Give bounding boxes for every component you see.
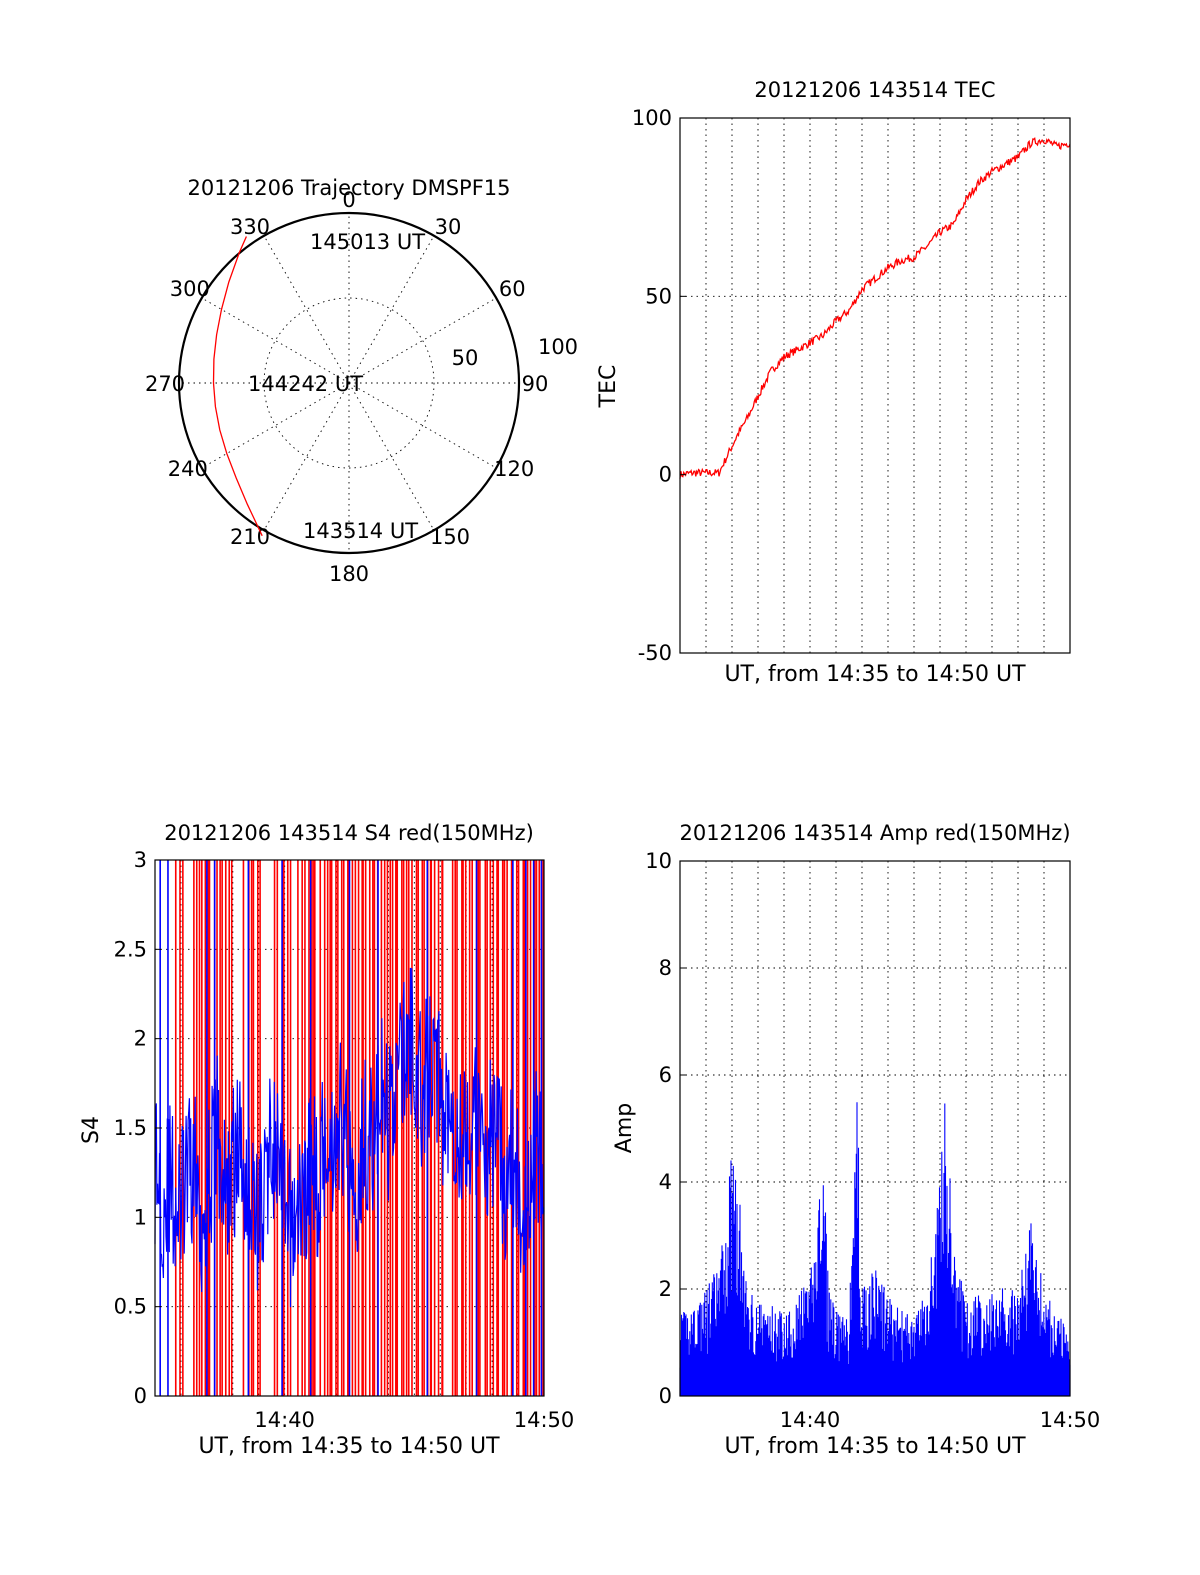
polar-angle-label: 30 bbox=[435, 215, 462, 239]
polar-spoke bbox=[201, 297, 350, 384]
s4-title: 20121206 143514 S4 red(150MHz) bbox=[164, 821, 534, 845]
x-tick-label: 14:40 bbox=[780, 1408, 841, 1432]
polar-outer-circle bbox=[177, 211, 521, 555]
s4-x-axis-label: UT, from 14:35 to 14:50 UT bbox=[198, 1434, 500, 1459]
y-tick-label: 2.5 bbox=[114, 937, 147, 961]
amp-y-axis-label: Amp bbox=[612, 1103, 637, 1153]
amp-base-fill bbox=[680, 1366, 1070, 1396]
y-tick-label: 0 bbox=[134, 1384, 147, 1408]
tec-plot-frame bbox=[679, 117, 1071, 654]
polar-trajectory-panel: 20121206 Trajectory DMSPF15 0 30 60 90 120 15… bbox=[145, 176, 578, 586]
polar-trajectory bbox=[212, 236, 263, 537]
polar-spoke bbox=[263, 382, 350, 531]
y-tick-label: -50 bbox=[638, 641, 672, 665]
polar-angle-label: 150 bbox=[430, 525, 470, 549]
y-tick-label: 1 bbox=[134, 1205, 147, 1229]
y-tick-label: 10 bbox=[645, 849, 672, 873]
polar-title: 20121206 Trajectory DMSPF15 bbox=[187, 176, 510, 200]
polar-angle-label: 330 bbox=[230, 215, 270, 239]
tec-y-ticks: -50 0 50 100 bbox=[632, 106, 686, 665]
x-tick-label: 14:50 bbox=[1040, 1408, 1101, 1432]
amp-title: 20121206 143514 Amp red(150MHz) bbox=[679, 821, 1070, 845]
y-tick-label: 4 bbox=[659, 1170, 672, 1194]
amp-series-spikes bbox=[679, 1102, 1071, 1396]
y-tick-label: 3 bbox=[134, 848, 147, 872]
amp-x-axis-label: UT, from 14:35 to 14:50 UT bbox=[724, 1434, 1026, 1459]
trajectory-end-label: 145013 UT bbox=[310, 230, 425, 254]
polar-spoke bbox=[348, 382, 435, 531]
y-tick-label: 6 bbox=[659, 1063, 672, 1087]
amp-x-ticks: 14:40 14:50 bbox=[780, 1408, 1101, 1432]
trajectory-mid-label: 144242 UT bbox=[248, 372, 363, 396]
s4-red-series bbox=[174, 860, 544, 1396]
polar-angle-label: 210 bbox=[230, 525, 270, 549]
amp-spike-lines bbox=[679, 1102, 1071, 1396]
y-tick-label: 8 bbox=[659, 956, 672, 980]
y-tick-label: 1.5 bbox=[114, 1116, 147, 1140]
polar-angle-label: 120 bbox=[494, 457, 534, 481]
polar-spoke bbox=[348, 235, 435, 384]
s4-y-ticks: 0 0.5 1 1.5 2 2.5 3 bbox=[114, 848, 161, 1408]
polar-angle-label: 300 bbox=[170, 277, 210, 301]
y-tick-label: 2 bbox=[659, 1277, 672, 1301]
polar-radius-label-100: 100 bbox=[538, 335, 578, 359]
s4-blue-series bbox=[154, 860, 545, 1396]
s4-panel: 20121206 143514 S4 red(150MHz) 0 0.5 1 1.5 2… bbox=[79, 821, 574, 1459]
tec-series-line bbox=[679, 137, 1071, 479]
tec-title: 20121206 143514 TEC bbox=[754, 78, 995, 102]
polar-radius-label-50: 50 bbox=[452, 346, 479, 370]
y-tick-label: 0.5 bbox=[114, 1295, 147, 1319]
y-tick-label: 0 bbox=[659, 463, 672, 487]
polar-spoke bbox=[263, 235, 350, 384]
polar-angle-label: 240 bbox=[168, 457, 208, 481]
polar-spoke bbox=[348, 382, 497, 469]
s4-y-axis-label: S4 bbox=[79, 1116, 104, 1144]
polar-spoke bbox=[201, 382, 350, 469]
tec-y-axis-label: TEC bbox=[596, 365, 621, 409]
x-tick-label: 14:50 bbox=[514, 1408, 575, 1432]
polar-grid bbox=[177, 211, 521, 555]
trajectory-line bbox=[212, 236, 263, 537]
tec-x-axis-label: UT, from 14:35 to 14:50 UT bbox=[724, 662, 1026, 687]
amp-plot-frame bbox=[679, 860, 1071, 1397]
y-tick-label: 2 bbox=[134, 1027, 147, 1051]
polar-angle-label: 270 bbox=[145, 372, 185, 396]
y-tick-label: 100 bbox=[632, 106, 672, 130]
polar-angle-label: 90 bbox=[522, 372, 549, 396]
polar-spoke bbox=[348, 297, 497, 384]
x-tick-label: 14:40 bbox=[254, 1408, 315, 1432]
polar-inner-circle bbox=[263, 297, 435, 469]
polar-angle-labels: 0 30 60 90 120 150 180 210 240 270 300 330 bbox=[145, 188, 548, 586]
amp-y-ticks: 0 2 4 6 8 10 bbox=[645, 849, 686, 1408]
polar-angle-label: 0 bbox=[342, 188, 355, 212]
amp-panel: 20121206 143514 Amp red(150MHz) 0246810 … bbox=[612, 821, 1100, 1459]
s4-x-ticks: 14:40 14:50 bbox=[254, 1408, 574, 1432]
tec-grid bbox=[680, 118, 1070, 653]
y-tick-label: 50 bbox=[645, 284, 672, 308]
polar-angle-label: 180 bbox=[329, 562, 369, 586]
trajectory-start-label: 143514 UT bbox=[303, 519, 418, 543]
polar-angle-label: 60 bbox=[499, 277, 526, 301]
y-tick-label: 0 bbox=[659, 1384, 672, 1408]
tec-panel: 20121206 143514 TEC -50 0 50 100 TEC UT, fr… bbox=[596, 78, 1071, 687]
